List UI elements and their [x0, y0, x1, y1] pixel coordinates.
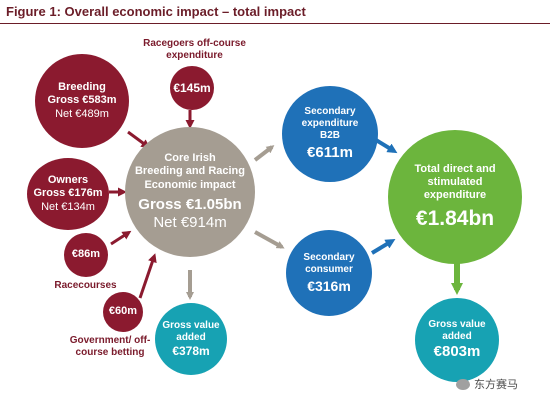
consumer-node: Secondary consumer €316m	[286, 230, 372, 316]
government-value: €60m	[108, 305, 138, 318]
b2b-node: Secondary expenditure B2B €611m	[282, 86, 378, 182]
b2b-label-2: expenditure	[301, 118, 359, 129]
owners-net: Net €134m	[41, 200, 95, 213]
racecourses-node: €86m	[64, 233, 108, 277]
owners-node: Owners Gross €176m Net €134m	[27, 158, 109, 230]
title-divider	[0, 23, 550, 24]
gva-total-label-1: Gross value	[428, 319, 486, 330]
gva-core-label-2: added	[176, 331, 206, 343]
watermark-text: 东方赛马	[474, 379, 518, 391]
arrow-racecourses-to-core	[110, 230, 132, 246]
b2b-value: €611m	[307, 144, 353, 161]
arrow-core-to-consumer	[254, 230, 285, 249]
arrow-b2b-to-total	[374, 138, 398, 154]
arrow-consumer-to-total	[370, 238, 396, 255]
core-label-2: Breeding and Racing	[134, 165, 246, 178]
figure-title: Figure 1: Overall economic impact – tota…	[6, 4, 306, 19]
core-gross: Gross €1.05bn	[138, 195, 242, 213]
breeding-node: Breeding Gross €583m Net €489m	[35, 54, 129, 148]
watermark: 东方赛马	[456, 376, 518, 392]
gva-total-label-2: added	[442, 331, 472, 342]
total-label-2: stimulated	[427, 175, 483, 188]
core-node: Core Irish Breeding and Racing Economic …	[125, 127, 255, 257]
arrow-government-to-core	[138, 253, 157, 299]
racegoers-label: Racegoers off-course expenditure	[143, 38, 246, 61]
b2b-label-1: Secondary	[304, 106, 356, 117]
gva-core-label-1: Gross value	[162, 319, 220, 331]
racecourses-value: €86m	[71, 248, 101, 261]
total-node: Total direct and stimulated expenditure …	[388, 130, 522, 264]
core-label-3: Economic impact	[144, 178, 236, 191]
consumer-value: €316m	[307, 277, 351, 294]
gva-total-value: €803m	[433, 343, 481, 360]
owners-gross: Gross €176m	[33, 187, 103, 200]
consumer-label-1: Secondary	[303, 251, 355, 263]
breeding-net: Net €489m	[55, 107, 109, 120]
arrow-core-to-b2b	[253, 145, 275, 162]
government-label: Government/ off-course betting	[69, 335, 151, 358]
racegoers-value: €145m	[173, 80, 211, 95]
b2b-label-3: B2B	[319, 130, 340, 141]
racegoers-node: €145m	[170, 66, 214, 110]
government-node: €60m	[103, 292, 143, 332]
core-label-1: Core Irish	[164, 152, 216, 165]
gva-core-node: Gross value added €378m	[155, 303, 227, 375]
breeding-label: Breeding	[58, 81, 106, 94]
breeding-gross: Gross €583m	[47, 94, 117, 107]
gva-core-value: €378m	[172, 343, 210, 358]
wechat-icon	[456, 378, 470, 390]
total-value: €1.84bn	[415, 207, 495, 231]
total-label-3: expenditure	[423, 189, 487, 201]
consumer-label-2: consumer	[305, 263, 353, 275]
arrow-breeding-to-core	[127, 130, 151, 149]
owners-label: Owners	[47, 174, 89, 187]
racecourses-label: Racecourses	[54, 280, 117, 291]
gva-total-node: Gross value added €803m	[415, 298, 499, 382]
total-label-1: Total direct and	[414, 162, 496, 175]
core-net: Net €914m	[153, 213, 227, 231]
